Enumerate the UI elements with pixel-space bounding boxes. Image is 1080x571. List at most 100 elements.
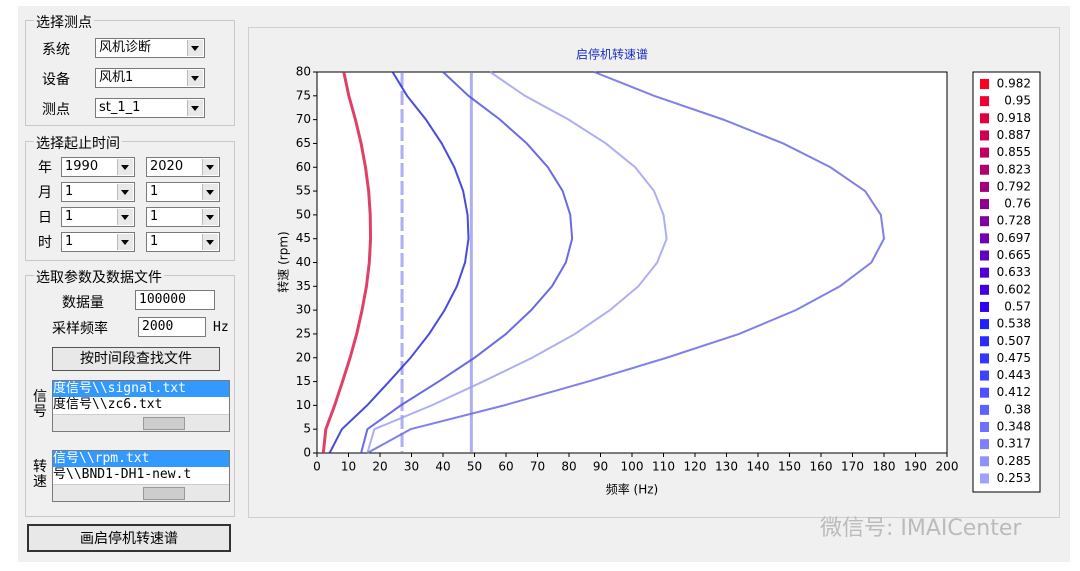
- colorbar-label: 0.887: [997, 128, 1031, 142]
- signal-list[interactable]: 度信号\\signal.txt 度信号\\zc6.txt: [52, 380, 230, 432]
- scroll-thumb[interactable]: [143, 487, 185, 500]
- dropdown[interactable]: 1: [146, 232, 220, 252]
- dropdown[interactable]: 风机诊断: [95, 38, 205, 58]
- colorbar-swatch: [980, 422, 989, 432]
- y-tick-label: 50: [296, 207, 311, 221]
- dropdown-arrow[interactable]: [121, 240, 129, 245]
- x-tick-label: 0: [313, 460, 321, 474]
- colorbar-swatch: [980, 387, 989, 398]
- colorbar-swatch: [980, 301, 989, 312]
- y-tick-label: 70: [296, 112, 311, 126]
- draw-button[interactable]: 画启停机转速谱: [27, 524, 231, 552]
- x-tick-label: 190: [904, 460, 927, 474]
- speed-list[interactable]: 信号\\rpm.txt 号\\BND1-DH1-new.t: [52, 450, 230, 502]
- x-tick-label: 160: [810, 460, 833, 474]
- label: 测点: [42, 102, 70, 118]
- colorbar-swatch: [980, 404, 989, 415]
- colorbar-swatch: [980, 456, 989, 467]
- list-item[interactable]: 度信号\\zc6.txt: [53, 397, 163, 412]
- list-item[interactable]: 信号\\rpm.txt: [53, 451, 229, 467]
- dropdown-arrow[interactable]: [206, 240, 214, 245]
- chart-title: 启停机转速谱: [576, 47, 648, 62]
- colorbar-label: 0.507: [997, 334, 1031, 348]
- dropdown-arrow[interactable]: [191, 106, 199, 111]
- dropdown-arrow[interactable]: [206, 190, 214, 195]
- dropdown[interactable]: 1: [146, 207, 220, 227]
- dropdown[interactable]: 1: [61, 207, 135, 227]
- data-amount-input[interactable]: 100000: [135, 290, 215, 310]
- colorbar-label: 0.855: [997, 145, 1031, 159]
- colorbar-swatch: [980, 164, 989, 175]
- list-label: 转速: [33, 459, 47, 490]
- colorbar-label: 0.285: [997, 454, 1031, 468]
- dropdown[interactable]: 风机1: [95, 68, 205, 88]
- dropdown-arrow[interactable]: [121, 165, 129, 170]
- dropdown-arrow[interactable]: [191, 46, 199, 51]
- dropdown[interactable]: 1: [61, 232, 135, 252]
- colorbar-label: 0.76: [1004, 197, 1031, 211]
- colorbar-swatch: [980, 199, 989, 210]
- colorbar-swatch: [980, 250, 989, 261]
- y-tick-label: 75: [296, 88, 311, 102]
- dropdown[interactable]: 1: [61, 182, 135, 202]
- sample-rate-input[interactable]: 2000: [138, 317, 206, 337]
- x-tick-label: 60: [498, 460, 513, 474]
- colorbar-swatch: [980, 79, 989, 89]
- dropdown-arrow[interactable]: [121, 215, 129, 220]
- colorbar-swatch: [980, 216, 989, 227]
- colorbar-label: 0.348: [997, 420, 1031, 434]
- dropdown[interactable]: 1990: [61, 157, 135, 177]
- label: 系统: [42, 42, 70, 58]
- y-tick-label: 40: [296, 255, 311, 269]
- colorbar-swatch: [980, 473, 989, 484]
- colorbar-label: 0.633: [997, 265, 1031, 279]
- spectrum-trace: [366, 71, 886, 454]
- colorbar-label: 0.792: [997, 179, 1031, 193]
- colorbar-swatch: [980, 181, 989, 192]
- list-item[interactable]: 度信号\\signal.txt: [53, 381, 229, 397]
- y-tick-label: 65: [296, 136, 311, 150]
- label: 日: [38, 210, 52, 226]
- scroll-thumb[interactable]: [143, 417, 185, 430]
- dropdown[interactable]: 1: [146, 182, 220, 202]
- dropdown-arrow[interactable]: [206, 215, 214, 220]
- scrollbar[interactable]: [53, 414, 229, 431]
- scrollbar[interactable]: [53, 484, 229, 501]
- colorbar-label: 0.665: [997, 248, 1031, 262]
- colorbar-label: 0.443: [997, 368, 1031, 382]
- dropdown-arrow[interactable]: [206, 165, 214, 170]
- colorbar-swatch: [980, 267, 989, 278]
- x-tick-label: 130: [715, 460, 738, 474]
- colorbar-swatch: [980, 336, 989, 347]
- dropdown[interactable]: st_1_1: [95, 98, 205, 118]
- colorbar-swatch: [980, 233, 989, 244]
- y-tick-label: 55: [296, 184, 311, 198]
- dropdown[interactable]: 2020: [146, 157, 220, 177]
- y-tick-label: 10: [296, 398, 311, 412]
- group-title: 选择测点: [34, 12, 94, 32]
- y-tick-label: 60: [296, 160, 311, 174]
- dropdown-arrow[interactable]: [121, 190, 129, 195]
- x-tick-label: 20: [372, 460, 387, 474]
- x-tick-label: 10: [341, 460, 356, 474]
- colorbar-label: 0.38: [1004, 402, 1031, 416]
- colorbar-label: 0.475: [997, 351, 1031, 365]
- label: 年: [38, 160, 52, 176]
- colorbar-label: 0.602: [997, 282, 1031, 296]
- y-tick-label: 5: [303, 422, 311, 436]
- colorbar-label: 0.982: [997, 77, 1031, 91]
- x-tick-label: 80: [561, 460, 576, 474]
- label: 时: [38, 235, 52, 251]
- colorbar-label: 0.57: [1004, 299, 1031, 313]
- list-item[interactable]: 号\\BND1-DH1-new.t: [53, 467, 192, 482]
- colorbar-label: 0.918: [997, 111, 1031, 125]
- colorbar-label: 0.253: [997, 471, 1031, 485]
- colorbar-swatch: [980, 439, 989, 450]
- dropdown-arrow[interactable]: [191, 76, 199, 81]
- spectrum-trace: [366, 71, 668, 454]
- time-group: 选择起止时间: [25, 133, 235, 261]
- x-tick-label: 150: [778, 460, 801, 474]
- search-button[interactable]: 按时间段查找文件: [52, 347, 220, 371]
